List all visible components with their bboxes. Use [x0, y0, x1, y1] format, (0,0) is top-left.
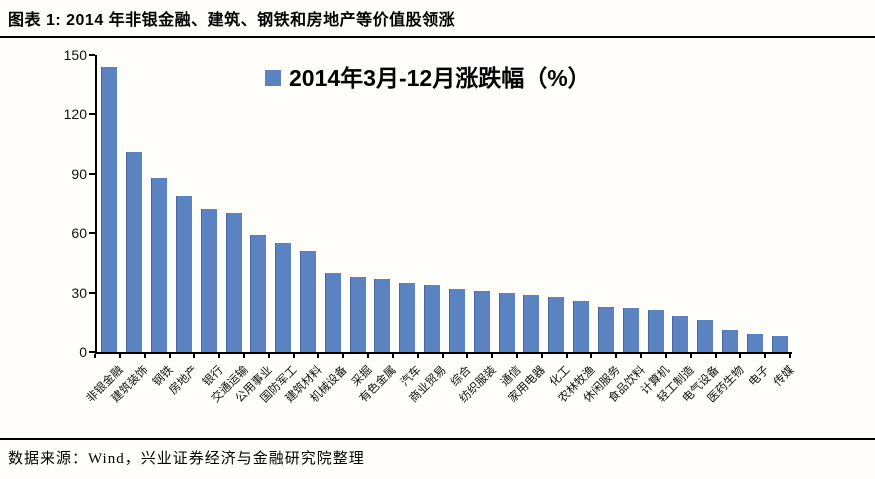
legend-label: 2014年3月-12月涨跌幅（%） [289, 65, 591, 91]
x-axis-tick [565, 354, 568, 358]
x-axis-tick [491, 354, 494, 358]
x-axis-tick [367, 354, 369, 358]
plot-area: 2014年3月-12月涨跌幅（%） [95, 55, 792, 354]
bar-综合 [448, 288, 465, 352]
bar-公用事业 [250, 235, 267, 352]
x-axis-tick [764, 354, 767, 358]
bar-交通运输 [225, 213, 242, 352]
x-axis-tick [218, 354, 221, 358]
x-axis-label: 传媒 [771, 364, 797, 389]
x-axis-tick [640, 354, 643, 358]
chart-legend: 2014年3月-12月涨跌幅（%） [265, 65, 591, 91]
bar-采掘 [349, 276, 366, 352]
x-axis-tick [789, 354, 791, 358]
bar-房地产 [175, 195, 192, 352]
x-axis-label: 电子 [746, 364, 772, 389]
x-axis-tick [168, 354, 171, 358]
x-axis-tick [615, 354, 618, 358]
bar-计算机 [647, 310, 664, 352]
footer-divider [0, 438, 875, 440]
bar-农林牧渔 [573, 300, 589, 352]
x-axis-tick [441, 354, 444, 358]
bar-有色金属 [374, 278, 391, 352]
bar-建筑装饰 [126, 152, 143, 352]
chart-title: 图表 1: 2014 年非银金融、建筑、钢铁和房地产等价值股领涨 [8, 12, 456, 29]
x-axis-tick [714, 354, 717, 358]
y-axis-tick [89, 113, 95, 116]
x-axis-tick [292, 354, 295, 358]
bar-电子 [746, 334, 763, 352]
y-axis-tick [89, 172, 95, 175]
x-axis-tick [391, 354, 394, 358]
bar-建筑材料 [300, 251, 316, 352]
x-axis-tick [94, 354, 96, 358]
bar-机械设备 [324, 272, 341, 352]
bar-银行 [200, 209, 217, 352]
bar-家用电器 [523, 294, 540, 352]
y-axis-label: 150 [63, 47, 87, 63]
y-axis-label: 0 [79, 344, 87, 360]
x-axis-tick [242, 354, 245, 358]
y-axis-tick [89, 54, 95, 56]
x-axis-tick [516, 354, 518, 358]
bar-通信 [498, 292, 515, 352]
bar-传媒 [771, 336, 788, 352]
y-axis-tick [89, 232, 95, 235]
x-axis-tick [342, 354, 345, 358]
bar-钢铁 [151, 177, 168, 352]
bar-电气设备 [697, 320, 714, 352]
y-axis-label: 30 [71, 284, 87, 301]
bar-商业贸易 [424, 284, 441, 352]
bar-非银金融 [101, 66, 118, 352]
x-axis-tick [689, 354, 692, 358]
bar-chart: 2014年3月-12月涨跌幅（%） 0 30 60 90 120 150 非银金融 建筑装饰钢… [0, 47, 875, 430]
x-axis-tick [143, 354, 146, 358]
x-axis-tick [466, 354, 469, 358]
bar-化工 [548, 296, 565, 352]
bar-纺织服装 [473, 290, 490, 352]
bar-汽车 [399, 282, 416, 352]
bar-医药生物 [721, 330, 738, 352]
bar-食品饮料 [622, 308, 639, 352]
x-axis-tick [317, 354, 320, 358]
x-axis-tick [193, 354, 196, 358]
legend-square-icon [265, 70, 281, 87]
x-axis-tick [267, 354, 270, 358]
y-axis-tick [89, 351, 95, 353]
y-axis-label: 60 [71, 225, 87, 242]
x-axis-tick [739, 354, 742, 358]
bar-休闲服务 [597, 306, 614, 352]
x-axis-tick [664, 354, 667, 358]
x-axis-tick [540, 354, 543, 358]
bar-国防军工 [275, 243, 292, 352]
x-axis-tick [590, 354, 593, 358]
bar-轻工制造 [672, 316, 689, 352]
title-divider [0, 36, 875, 38]
y-axis-label: 120 [63, 106, 87, 123]
x-axis-tick [118, 354, 121, 358]
y-axis-label: 90 [71, 165, 87, 182]
data-source-note: 数据来源：Wind，兴业证券经济与金融研究院整理 [8, 451, 365, 467]
y-axis-tick [89, 291, 95, 294]
x-axis-tick [416, 354, 419, 358]
